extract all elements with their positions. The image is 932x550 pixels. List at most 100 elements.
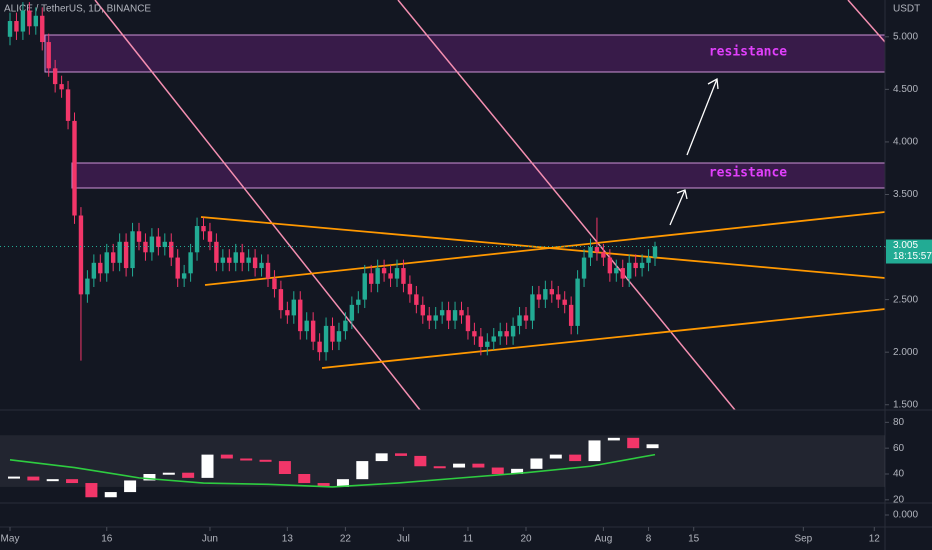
candle-body <box>323 325 329 353</box>
chart-title: ALICE / TetherUS, 1D, BINANCE <box>4 4 151 15</box>
trend-line <box>200 216 886 279</box>
candle-body <box>646 257 651 263</box>
oscillator-bar <box>414 455 427 467</box>
x-tick-label: Sep <box>794 534 812 545</box>
y-tick-label: 2.000 <box>893 347 918 358</box>
candle-body <box>298 299 303 332</box>
candle-body <box>259 262 264 269</box>
candle-body <box>381 268 387 274</box>
candle-body <box>149 236 155 253</box>
annotation: resistance <box>709 166 787 181</box>
price-tag <box>886 239 932 264</box>
oscillator-bar <box>8 476 20 479</box>
countdown: 18:15:57 <box>893 251 932 262</box>
oscillator-bar <box>549 454 562 459</box>
y-tick-label: 1.500 <box>893 399 918 410</box>
candle-body <box>233 252 238 263</box>
candle-body <box>478 336 484 347</box>
y-tick-label: 60 <box>893 443 905 454</box>
candle-body <box>439 310 445 316</box>
y-tick-label: 4.500 <box>893 84 918 95</box>
candle-body <box>117 241 122 263</box>
oscillator-bar <box>375 453 388 462</box>
candle-body <box>136 231 142 242</box>
candle-body <box>433 315 438 321</box>
x-tick-label: Jun <box>202 534 218 545</box>
candle-body <box>285 310 290 316</box>
candle-body <box>265 262 271 279</box>
arrows <box>669 77 719 226</box>
oscillator-bar <box>607 437 620 441</box>
arrow <box>669 189 686 226</box>
candle-body <box>175 257 180 279</box>
oscillator-bar <box>472 463 485 468</box>
candle-body <box>472 331 477 337</box>
candle-body <box>633 262 638 269</box>
oscillator-bar <box>124 480 137 493</box>
oscillator-bar <box>491 467 504 474</box>
candle-body <box>356 299 361 305</box>
candle-body <box>349 304 355 321</box>
oscillator-bar <box>453 463 466 468</box>
candle-body <box>394 268 400 279</box>
oscillator-bar <box>278 461 291 474</box>
main-pane: resistance resistance <box>44 0 886 411</box>
trend-line <box>321 308 886 369</box>
candle-body <box>78 215 84 295</box>
arrow-head <box>676 189 688 200</box>
resistance-zone <box>71 162 886 189</box>
x-tick-label: Jul <box>397 534 410 545</box>
y-axis-label: USDT <box>893 4 920 15</box>
candle-body <box>581 257 587 279</box>
candle-body <box>123 241 129 269</box>
oscillator-bar <box>85 483 98 498</box>
oscillator-bar <box>259 459 272 462</box>
x-tick-label: 8 <box>646 534 652 545</box>
candle-body <box>72 120 77 216</box>
x-tick-label: 11 <box>463 534 474 545</box>
oscillator-bar <box>336 479 349 487</box>
candle-body <box>485 341 490 347</box>
candle-body <box>498 331 503 337</box>
x-tick-label: May <box>1 534 20 545</box>
candle-body <box>401 268 406 284</box>
oscillator-bar <box>66 479 79 484</box>
oscillator-bar <box>530 458 543 469</box>
resistance-zone <box>44 34 886 73</box>
candle-body <box>459 310 464 316</box>
y-tick-label: 80 <box>893 417 905 428</box>
candle-body <box>543 289 548 300</box>
candle-body <box>169 241 174 258</box>
candle-body <box>336 331 342 342</box>
x-tick-label: 13 <box>282 534 294 545</box>
candle-body <box>568 304 574 326</box>
oscillator-bar <box>104 492 117 498</box>
price-tag-label: 3.005 <box>893 240 918 251</box>
y-tick-label: 5.000 <box>893 31 918 42</box>
candle-body <box>407 283 413 295</box>
candle-body <box>272 278 277 290</box>
y-tick-label: 2.500 <box>893 294 918 305</box>
oscillator-bar <box>220 454 233 459</box>
x-tick-label: 20 <box>520 534 532 545</box>
oscillator-bar <box>569 454 582 462</box>
candle-body <box>362 273 367 300</box>
x-tick-label: 15 <box>688 534 700 545</box>
oscillator-bar <box>162 472 175 475</box>
candle-body <box>46 42 51 69</box>
candle-body <box>388 273 393 279</box>
candle-body <box>510 325 516 337</box>
candle-body <box>414 294 419 305</box>
candle-body <box>156 236 161 248</box>
candle-body <box>607 257 613 274</box>
candle-body <box>652 246 658 258</box>
annotation: resistance <box>709 45 787 60</box>
candle-body <box>188 252 193 274</box>
candle-body <box>517 315 522 326</box>
oscillator-bar <box>240 458 253 461</box>
candle-body <box>98 262 103 274</box>
arrow <box>686 78 718 156</box>
channel-line <box>847 0 886 43</box>
arrow-head <box>707 77 719 90</box>
